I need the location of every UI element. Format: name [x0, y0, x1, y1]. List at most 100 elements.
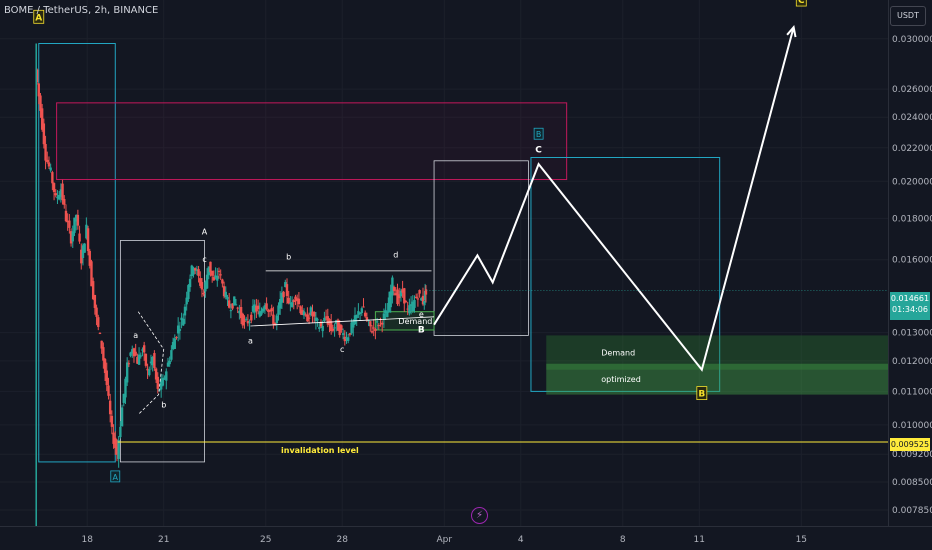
wave-label: e — [419, 310, 424, 319]
y-tick-label: 0.010000 — [892, 421, 932, 431]
candle-body — [154, 368, 158, 380]
x-tick-label: 4 — [518, 535, 524, 545]
candle-body — [222, 286, 226, 297]
candle-body — [216, 275, 219, 281]
candle-body — [238, 311, 241, 314]
candle-body — [124, 378, 127, 398]
candle-body — [285, 284, 289, 296]
candle-body — [241, 313, 244, 326]
candle-body — [195, 269, 199, 271]
candle-body — [387, 297, 391, 313]
candle-body — [117, 440, 120, 459]
candle-body — [161, 378, 165, 386]
candle-body — [324, 316, 328, 318]
projection-box — [433, 160, 529, 336]
candle-body — [185, 297, 188, 305]
last-price-tag: 0.014661 01:34:06 — [890, 292, 930, 320]
candle-body — [66, 220, 69, 223]
candle-body — [316, 319, 319, 321]
candle-body — [365, 317, 369, 321]
wave-label: b — [286, 253, 291, 262]
candle-body — [199, 278, 202, 286]
candle-body — [171, 341, 175, 350]
wave-label: A — [202, 227, 208, 236]
candle-body — [253, 304, 256, 313]
candle-body — [47, 162, 51, 167]
y-tick-label: 0.022000 — [892, 144, 932, 154]
candle-body — [144, 353, 148, 366]
candle-body — [348, 333, 352, 335]
wave-label: b — [161, 401, 166, 410]
candle-body — [182, 318, 185, 326]
candle-body — [83, 243, 86, 253]
candle-body — [290, 302, 294, 307]
projection-path — [433, 26, 795, 372]
candle-body — [97, 317, 100, 327]
symbol-title: BOME / TetherUS, 2h, BINANCE — [4, 5, 159, 16]
candle-body — [263, 305, 267, 310]
candle-body — [333, 327, 336, 329]
candle-body — [63, 199, 66, 205]
x-tick-label: 11 — [694, 535, 705, 545]
candle-body — [153, 353, 156, 368]
candle-body — [146, 368, 149, 371]
candle-body — [284, 282, 287, 287]
candle-body — [423, 290, 427, 301]
candle-body — [357, 311, 360, 315]
candle-body — [39, 95, 42, 111]
candle-body — [187, 285, 190, 300]
x-tick-label: 28 — [337, 535, 349, 545]
candle-body — [306, 314, 309, 322]
wave-label-box — [110, 470, 121, 483]
wave-label: d — [393, 251, 398, 260]
candle-body — [374, 328, 377, 332]
candle-body — [165, 371, 168, 381]
candle-body — [183, 306, 187, 316]
candle-body — [258, 311, 261, 317]
candle-body — [166, 362, 170, 367]
zone-label: optimized — [601, 375, 641, 384]
candle-body — [329, 321, 333, 332]
y-tick-label: 0.011000 — [892, 387, 932, 397]
candle-body — [71, 231, 74, 242]
x-tick-label: Apr — [436, 535, 452, 545]
drawings-layer — [117, 25, 888, 443]
candle-body — [314, 317, 318, 321]
candle-body — [44, 143, 47, 161]
currency-button[interactable]: USDT — [890, 6, 926, 26]
candle-body — [136, 357, 139, 364]
candle-body — [391, 277, 394, 296]
wave-label: B — [698, 390, 705, 400]
candle-body — [421, 295, 425, 305]
candle-body — [418, 290, 421, 294]
candle-body — [299, 306, 302, 314]
wave-label: A — [113, 473, 119, 482]
demand-zone — [546, 335, 888, 370]
candle-body — [200, 282, 204, 290]
candle-body — [148, 369, 151, 376]
lightning-icon[interactable]: ⚡ — [471, 507, 488, 524]
candle-body — [343, 336, 346, 342]
candle-body — [40, 108, 44, 130]
currency-label: USDT — [897, 11, 919, 20]
candle-body — [282, 291, 285, 298]
wave-label: B — [418, 326, 425, 336]
candle-body — [244, 318, 248, 320]
candle-body — [370, 331, 374, 333]
candle-body — [396, 289, 399, 304]
zones-layer: Demand Demand optimized — [38, 42, 888, 463]
candle-body — [156, 376, 159, 389]
candle-body — [217, 270, 221, 272]
candle-body — [341, 333, 345, 335]
candle-body — [297, 298, 301, 305]
y-tick-label: 0.008500 — [892, 478, 932, 488]
candle-body — [394, 293, 398, 296]
candle-body — [98, 332, 102, 334]
candle-body — [375, 321, 379, 323]
candle-body — [384, 310, 387, 314]
candle-body — [248, 322, 251, 324]
candle-body — [338, 324, 341, 336]
x-tick-label: 15 — [796, 535, 807, 545]
correction-box — [119, 240, 205, 463]
candle-body — [107, 385, 110, 396]
